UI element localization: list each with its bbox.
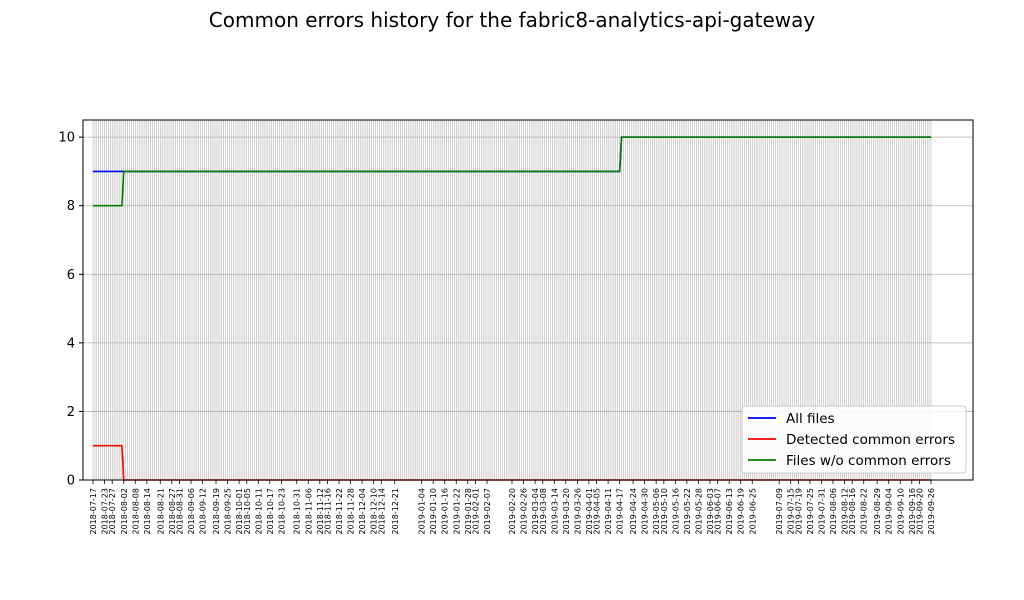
x-tick-label: 2019-06-03 <box>706 488 715 535</box>
x-tick-label: 2019-06-07 <box>714 488 723 535</box>
y-tick-label: 4 <box>67 336 75 351</box>
x-tick-label: 2019-04-24 <box>629 488 638 535</box>
y-tick-label: 8 <box>67 199 75 214</box>
y-tick-label: 10 <box>58 131 75 146</box>
x-tick-label: 2018-12-14 <box>377 488 386 535</box>
x-tick-label: 2019-09-10 <box>896 488 905 535</box>
x-tick-label: 2018-09-12 <box>199 488 208 535</box>
x-tick-label: 2019-02-26 <box>520 488 529 535</box>
x-tick-label: 2019-07-15 <box>787 488 796 535</box>
x-tick-label: 2018-11-22 <box>335 488 344 535</box>
x-tick-label: 2019-06-19 <box>737 488 746 535</box>
x-tick-label: 2019-01-28 <box>464 488 473 535</box>
legend-label: Detected common errors <box>786 432 955 448</box>
x-tick-label: 2018-08-27 <box>168 488 177 535</box>
x-tick-label: 2019-04-11 <box>604 488 613 535</box>
plot-frame <box>82 119 974 481</box>
x-tick-label: 2018-10-01 <box>235 488 244 535</box>
x-tick-label: 2019-08-22 <box>860 488 869 535</box>
x-tick-label: 2018-07-23 <box>101 488 110 535</box>
x-tick-label: 2019-04-17 <box>616 488 625 535</box>
x-tick-label: 2018-12-04 <box>358 488 367 535</box>
x-tick-label: 2019-08-16 <box>848 488 857 535</box>
x-tick-label: 2019-08-29 <box>873 488 882 535</box>
x-tick-label: 2019-09-04 <box>885 488 894 535</box>
x-tick-label: 2019-06-25 <box>748 488 757 535</box>
y-tick-label: 0 <box>67 474 75 489</box>
legend: All files Detected common errors Files w/o… <box>741 405 967 474</box>
x-tick-label: 2019-02-07 <box>483 488 492 535</box>
x-tick-label: 2018-10-17 <box>266 488 275 535</box>
x-tick-label: 2019-08-12 <box>841 488 850 535</box>
x-tick-label: 2018-11-12 <box>316 488 325 535</box>
x-tick-label: 2019-04-30 <box>641 488 650 535</box>
x-tick-label: 2018-10-05 <box>243 488 252 535</box>
x-tick-label: 2019-02-01 <box>471 488 480 535</box>
x-tick-label: 2019-05-22 <box>683 488 692 535</box>
legend-label: Files w/o common errors <box>786 453 951 469</box>
x-tick-label: 2018-11-28 <box>347 488 356 535</box>
x-tick-label: 2019-05-10 <box>660 488 669 535</box>
x-tick-label: 2018-10-11 <box>254 488 263 535</box>
x-tick-label: 2018-07-17 <box>89 488 98 535</box>
x-tick-label: 2019-06-13 <box>725 488 734 535</box>
x-tick-label: 2019-09-26 <box>927 488 936 535</box>
x-tick-label: 2019-07-09 <box>775 488 784 535</box>
x-tick-label: 2019-01-04 <box>418 488 427 535</box>
y-tick-label: 6 <box>67 268 75 283</box>
x-tick-label: 2019-03-26 <box>573 488 582 535</box>
x-tick-label: 2019-03-14 <box>550 488 559 535</box>
x-tick-label: 2018-07-27 <box>108 488 117 535</box>
x-tick-label: 2018-08-08 <box>131 488 140 535</box>
y-tick-label: 2 <box>67 405 75 420</box>
x-tick-label: 2018-09-06 <box>187 488 196 535</box>
series-line <box>93 136 931 207</box>
x-tick-label: 2019-03-20 <box>562 488 571 535</box>
x-tick-label: 2019-01-10 <box>429 488 438 535</box>
x-tick-label: 2018-09-19 <box>212 488 221 535</box>
x-tick-label: 2018-10-31 <box>293 488 302 535</box>
x-tick-label: 2019-07-25 <box>806 488 815 535</box>
x-tick-label: 2019-07-31 <box>817 488 826 535</box>
x-tick-label: 2018-11-06 <box>304 488 313 535</box>
x-tick-label: 2018-08-31 <box>175 488 184 535</box>
x-tick-label: 2018-11-16 <box>323 488 332 535</box>
x-tick-label: 2018-12-10 <box>370 488 379 535</box>
x-tick-label: 2019-01-16 <box>441 488 450 535</box>
x-tick-label: 2019-02-20 <box>508 488 517 535</box>
x-tick-label: 2019-09-20 <box>915 488 924 535</box>
x-tick-label: 2018-12-21 <box>391 488 400 535</box>
legend-label: All files <box>786 411 835 427</box>
x-tick-label: 2019-03-04 <box>531 488 540 535</box>
x-tick-label: 2019-04-05 <box>593 488 602 535</box>
x-tick-label: 2019-01-22 <box>452 488 461 535</box>
x-tick-label: 2019-05-06 <box>652 488 661 535</box>
x-tick-label: 2019-04-01 <box>585 488 594 535</box>
x-tick-label: 2018-08-21 <box>156 488 165 535</box>
x-tick-label: 2019-05-28 <box>694 488 703 535</box>
x-tick-label: 2019-09-16 <box>908 488 917 535</box>
x-tick-label: 2018-08-14 <box>143 488 152 535</box>
x-tick-label: 2019-07-19 <box>794 488 803 535</box>
x-tick-label: 2019-08-06 <box>829 488 838 535</box>
x-tick-label: 2018-08-02 <box>120 488 129 535</box>
x-tick-label: 2018-10-23 <box>277 488 286 535</box>
x-tick-label: 2019-05-16 <box>671 488 680 535</box>
x-tick-label: 2018-09-25 <box>224 488 233 535</box>
legend-box <box>741 405 967 474</box>
chart-title: Common errors history for the fabric8-an… <box>208 8 816 32</box>
x-tick-label: 2019-03-08 <box>539 488 548 535</box>
